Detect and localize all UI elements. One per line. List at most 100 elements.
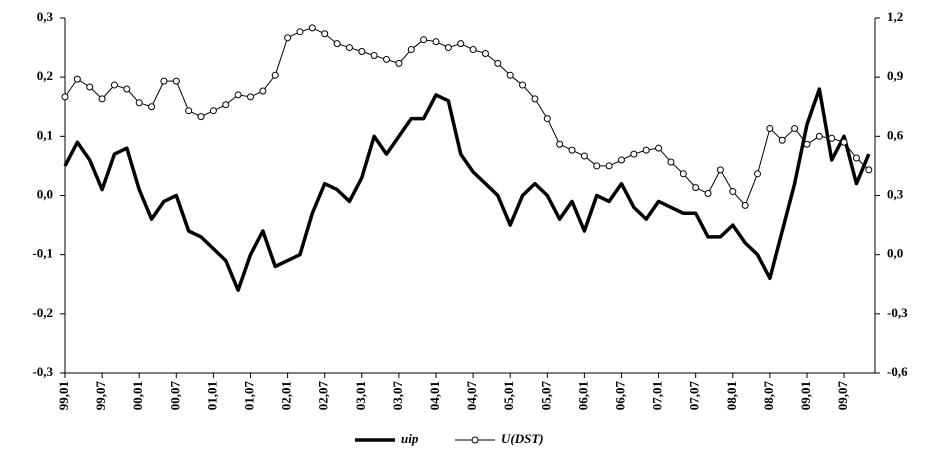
marker bbox=[815, 132, 823, 140]
marker bbox=[605, 162, 613, 170]
x-tick-label: 03,07 bbox=[390, 381, 405, 411]
marker bbox=[840, 138, 848, 146]
marker bbox=[556, 140, 564, 148]
y-tick-label: -0,1 bbox=[32, 246, 53, 261]
x-tick-label: 04,01 bbox=[427, 381, 442, 410]
marker bbox=[110, 81, 118, 89]
y2-tick-label: -0,3 bbox=[887, 305, 908, 320]
series-line bbox=[63, 87, 871, 292]
marker bbox=[358, 48, 366, 56]
marker bbox=[679, 170, 687, 178]
x-tick-label: 05,07 bbox=[538, 381, 553, 411]
marker bbox=[407, 46, 415, 54]
marker bbox=[209, 107, 217, 115]
marker bbox=[704, 190, 712, 198]
marker bbox=[667, 158, 675, 166]
x-tick-label: 06,07 bbox=[612, 381, 627, 411]
marker bbox=[234, 91, 242, 99]
x-tick-label: 01,07 bbox=[241, 381, 256, 411]
y2-tick-label: 1,2 bbox=[887, 9, 903, 24]
y2-tick-label: 0,9 bbox=[887, 68, 904, 83]
marker bbox=[642, 146, 650, 154]
marker bbox=[852, 154, 860, 162]
y2-tick-label: 0,6 bbox=[887, 127, 904, 142]
x-tick-label: 00,01 bbox=[130, 381, 145, 410]
marker bbox=[630, 150, 638, 158]
x-tick-label: 04,07 bbox=[464, 381, 479, 411]
x-tick-label: 09,01 bbox=[798, 381, 813, 410]
x-tick-label: 01,01 bbox=[204, 381, 219, 410]
marker bbox=[73, 75, 81, 83]
x-tick-label: 02,01 bbox=[279, 381, 294, 410]
marker bbox=[457, 40, 465, 48]
y2-tick-label: 0,3 bbox=[887, 186, 904, 201]
marker bbox=[432, 38, 440, 46]
marker bbox=[593, 162, 601, 170]
marker bbox=[531, 95, 539, 103]
marker bbox=[543, 115, 551, 123]
marker bbox=[444, 44, 452, 52]
marker bbox=[308, 24, 316, 32]
marker bbox=[383, 55, 391, 63]
marker bbox=[370, 51, 378, 59]
marker bbox=[86, 83, 94, 91]
y-tick-label: -0,3 bbox=[32, 364, 53, 379]
marker bbox=[333, 40, 341, 48]
marker bbox=[778, 136, 786, 144]
x-tick-label: 07,07 bbox=[687, 381, 702, 411]
y2-tick-label: -0,6 bbox=[887, 364, 908, 379]
x-tick-label: 05,01 bbox=[501, 381, 516, 410]
marker bbox=[395, 59, 403, 67]
marker bbox=[197, 113, 205, 121]
marker bbox=[791, 124, 799, 132]
x-tick-label: 06,01 bbox=[575, 381, 590, 410]
marker bbox=[754, 170, 762, 178]
y-tick-label: 0,0 bbox=[37, 186, 53, 201]
marker bbox=[729, 188, 737, 196]
marker bbox=[692, 184, 700, 192]
marker bbox=[580, 152, 588, 160]
marker bbox=[568, 146, 576, 154]
legend-label: U(DST) bbox=[501, 431, 544, 446]
legend-label: uip bbox=[401, 431, 419, 446]
marker bbox=[148, 103, 156, 111]
marker bbox=[345, 44, 353, 52]
legend-marker bbox=[471, 436, 479, 444]
marker bbox=[865, 166, 873, 174]
marker bbox=[123, 85, 131, 93]
marker bbox=[617, 156, 625, 164]
y2-tick-label: 0,0 bbox=[887, 246, 903, 261]
marker bbox=[519, 81, 527, 89]
marker bbox=[420, 36, 428, 44]
y-tick-label: 0,3 bbox=[37, 9, 54, 24]
marker bbox=[160, 77, 168, 85]
x-tick-label: 09,07 bbox=[835, 381, 850, 411]
y-tick-label: 0,1 bbox=[37, 127, 53, 142]
marker bbox=[284, 34, 292, 42]
marker bbox=[716, 166, 724, 174]
x-tick-label: 03,01 bbox=[353, 381, 368, 410]
x-tick-label: 08,07 bbox=[761, 381, 776, 411]
marker bbox=[259, 87, 267, 95]
x-tick-label: 08,01 bbox=[724, 381, 739, 410]
marker bbox=[246, 93, 254, 101]
x-tick-label: 00,07 bbox=[167, 381, 182, 411]
marker bbox=[172, 77, 180, 85]
marker bbox=[481, 50, 489, 57]
marker bbox=[506, 71, 514, 79]
marker bbox=[98, 95, 106, 103]
y-tick-label: 0,2 bbox=[37, 68, 53, 83]
marker bbox=[741, 201, 749, 209]
marker bbox=[494, 59, 502, 67]
marker bbox=[61, 93, 69, 101]
series-line bbox=[64, 27, 870, 206]
marker bbox=[766, 124, 774, 132]
marker bbox=[321, 30, 329, 38]
marker bbox=[222, 101, 230, 109]
marker bbox=[828, 134, 836, 142]
x-tick-label: 99,01 bbox=[56, 381, 71, 410]
marker bbox=[655, 144, 663, 152]
x-tick-label: 02,07 bbox=[316, 381, 331, 411]
